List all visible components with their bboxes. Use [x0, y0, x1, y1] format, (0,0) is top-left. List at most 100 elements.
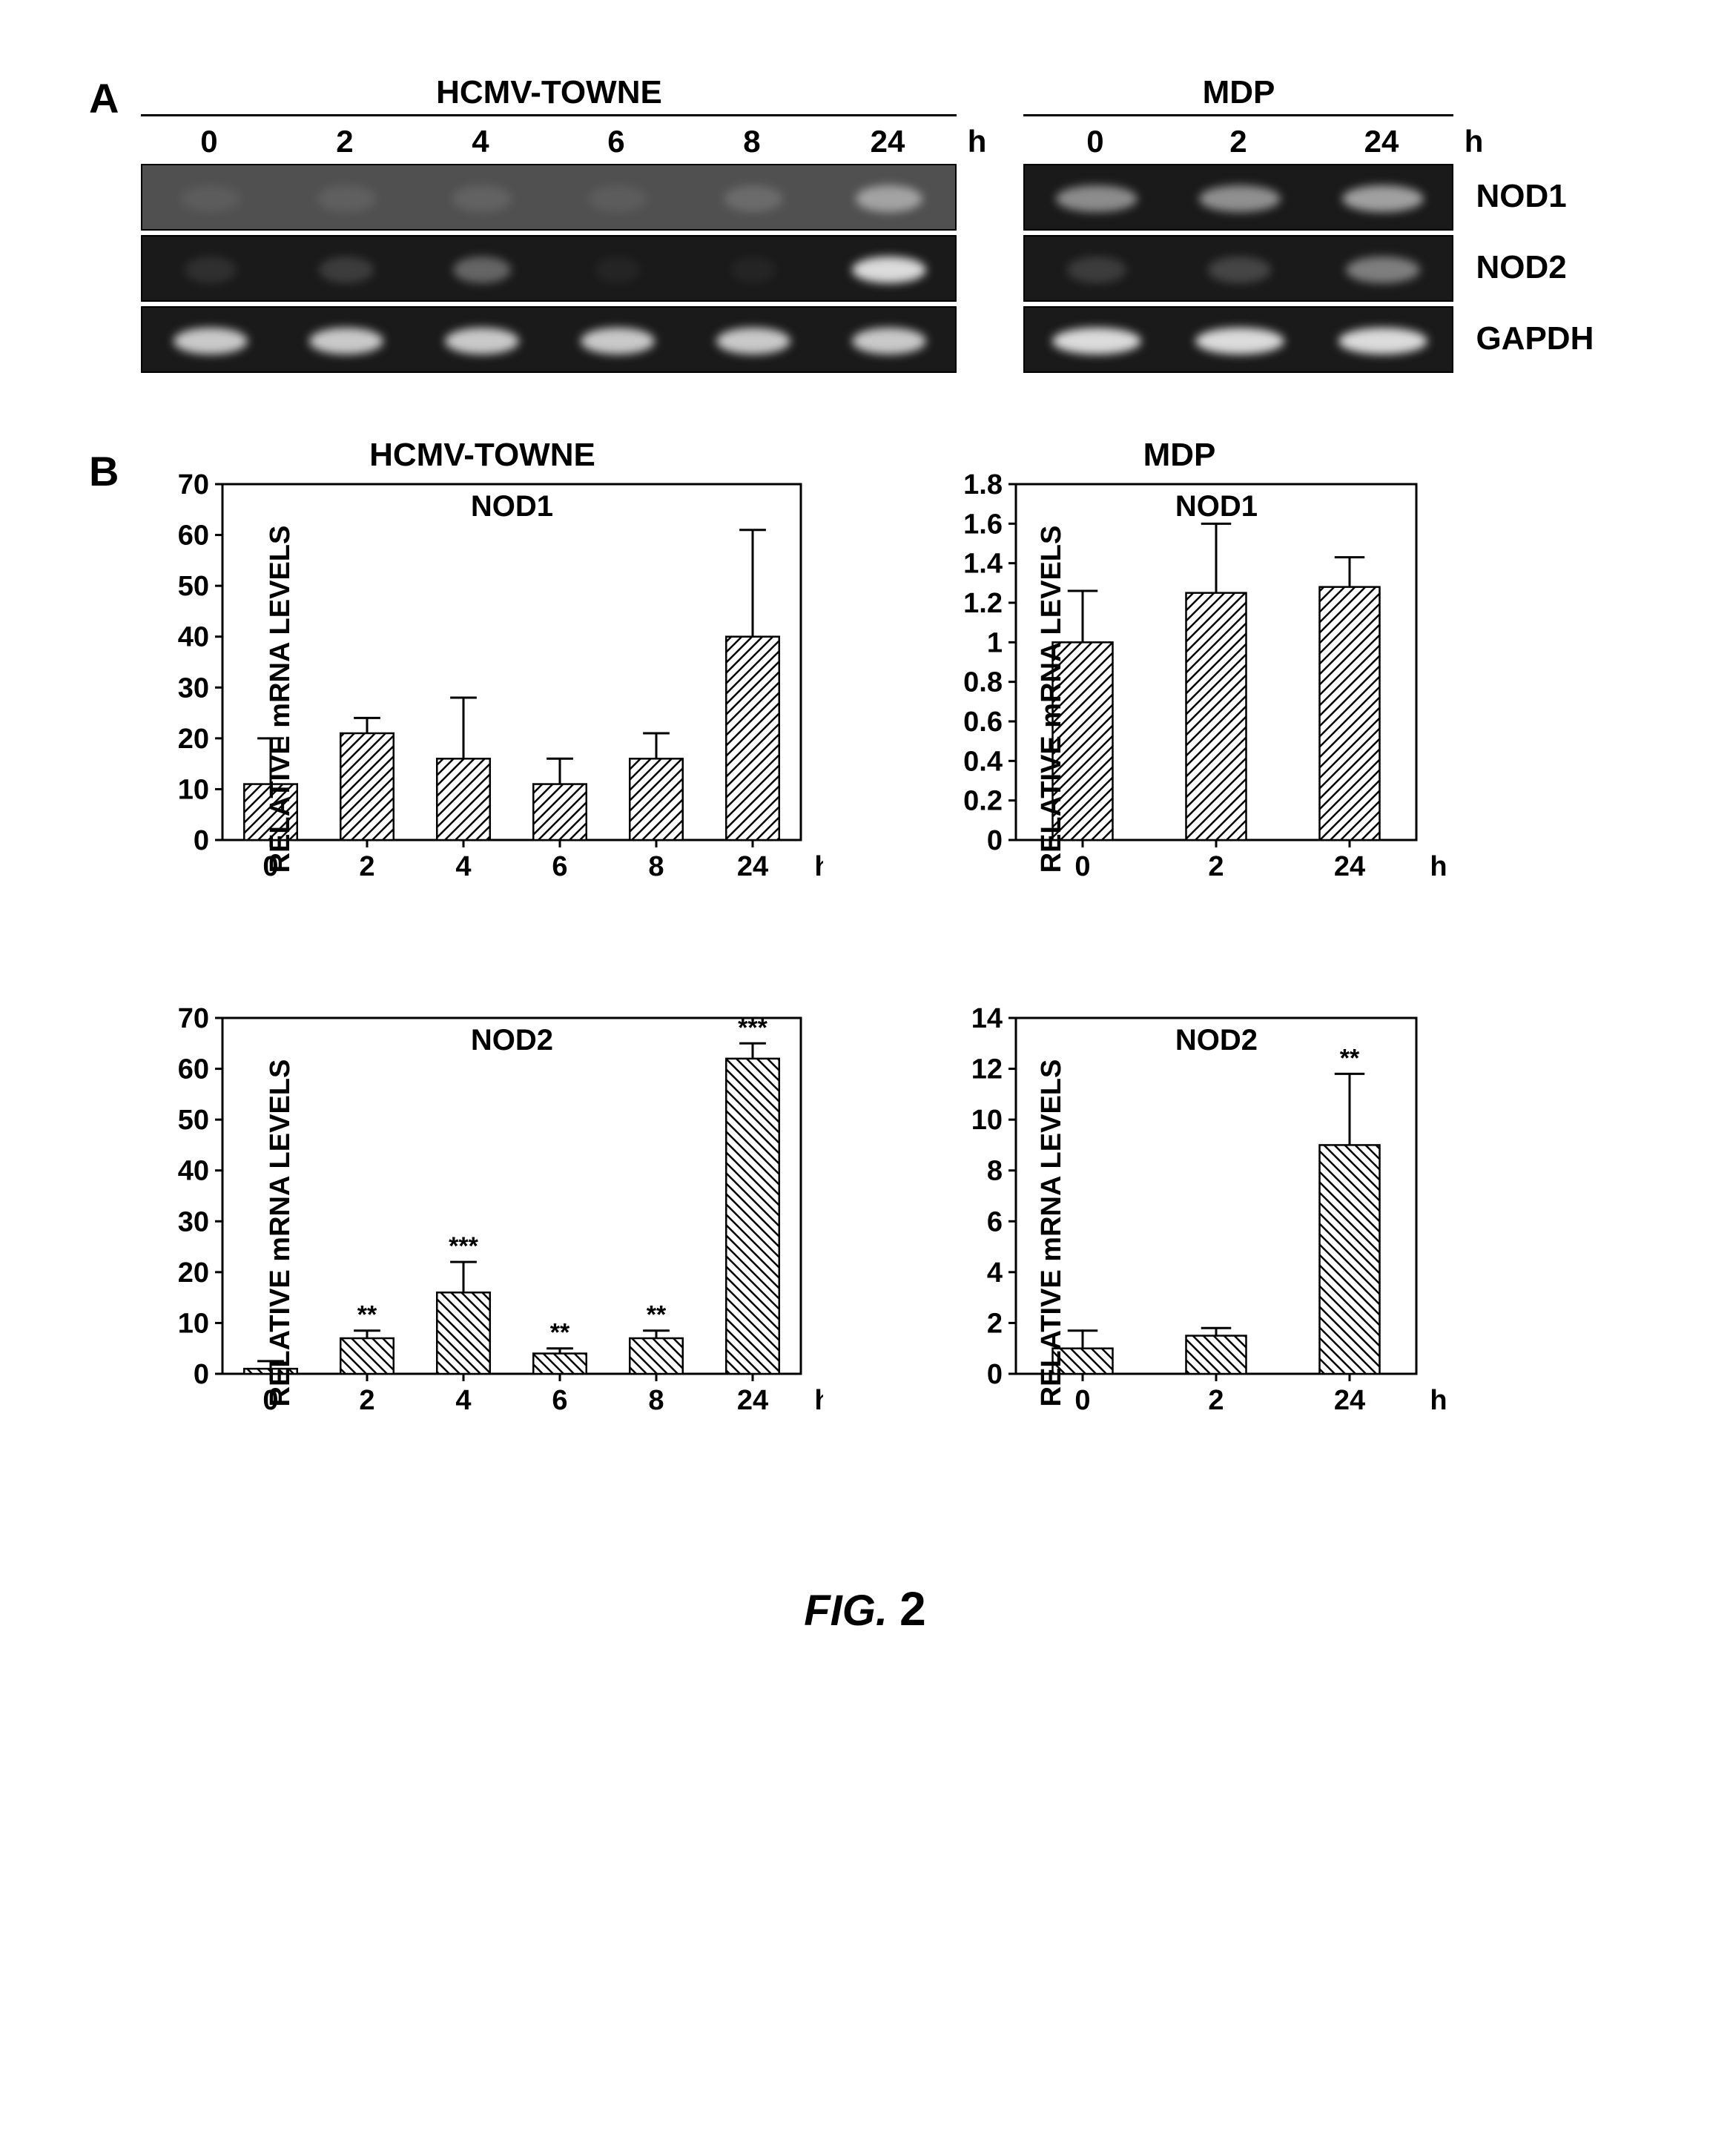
y-tick-label: 2 [987, 1308, 1003, 1339]
chart-svg: 00.20.40.60.811.21.41.61.80224h [912, 469, 1446, 929]
figure-caption-number: 2 [899, 1582, 926, 1636]
bar [1320, 1145, 1380, 1374]
y-tick-label: 0 [987, 825, 1003, 856]
y-tick-label: 70 [178, 1003, 209, 1034]
gel-band [185, 257, 237, 283]
gel-title: HCMV-TOWNE [436, 74, 662, 111]
gel-band [453, 257, 511, 283]
y-tick-label: 30 [178, 1206, 209, 1237]
gel-band [581, 328, 655, 354]
significance-label: ** [357, 1301, 377, 1329]
gel-time-label: 4 [412, 124, 548, 159]
bar [727, 637, 780, 840]
bar [534, 1354, 587, 1374]
figure-caption: FIG. 2 [89, 1581, 1641, 1636]
gel-band [181, 185, 240, 212]
bar [1186, 593, 1247, 840]
x-tick-label: 24 [1334, 851, 1365, 882]
chart-svg: 0102030405060700246824h [141, 469, 823, 929]
x-tick-label: 2 [360, 851, 375, 882]
gel-band [1338, 328, 1427, 354]
gel-band [1208, 257, 1271, 283]
gel-band [1052, 328, 1141, 354]
gel-row-label: NOD2 [1476, 249, 1566, 286]
gel-strip [141, 306, 957, 373]
bar [630, 758, 684, 840]
x-tick-label: 24 [737, 1385, 768, 1416]
gel-time-label: 24 [1310, 124, 1453, 159]
y-tick-label: 0 [987, 1359, 1003, 1390]
gel-title: MDP [1203, 74, 1275, 111]
significance-label: ** [550, 1319, 570, 1347]
gel-band [1067, 257, 1126, 283]
gel-band [588, 185, 647, 212]
chart-svg: 0246810121402**24h [912, 1003, 1446, 1463]
y-tick-label: 10 [178, 1308, 209, 1339]
gel-unit-label: h [1465, 124, 1484, 159]
figure-container: A HCMV-TOWNE0246824h MDP0224h NOD1NOD2GA… [89, 74, 1641, 1636]
x-unit-label: h [815, 851, 824, 882]
gel-time-label: 0 [1023, 124, 1166, 159]
bar [534, 784, 587, 840]
y-tick-label: 20 [178, 1257, 209, 1289]
gel-unit-label: h [968, 124, 987, 159]
bar [341, 733, 394, 840]
panel-a: A HCMV-TOWNE0246824h MDP0224h NOD1NOD2GA… [89, 74, 1641, 373]
gel-band [1056, 185, 1138, 212]
gel-block-mdp: MDP0224h [1023, 74, 1453, 373]
x-tick-label: 4 [456, 851, 472, 882]
bar [438, 1292, 491, 1374]
gel-strip [141, 164, 957, 231]
y-tick-label: 6 [987, 1206, 1003, 1237]
y-axis-label: RELATIVE mRNA LEVELS [1036, 526, 1068, 873]
gel-band [852, 328, 926, 354]
gel-time-label: 24 [819, 124, 955, 159]
x-tick-label: 8 [649, 851, 664, 882]
gel-band [595, 257, 640, 283]
gel-band [1342, 185, 1424, 212]
gel-time-label: 2 [1166, 124, 1310, 159]
y-tick-label: 40 [178, 1156, 209, 1187]
panel-b-label: B [89, 447, 119, 495]
gel-band [716, 328, 790, 354]
bar [341, 1338, 394, 1374]
gel-band [852, 257, 926, 283]
y-tick-label: 1.2 [964, 588, 1003, 619]
y-tick-label: 0 [194, 825, 209, 856]
x-tick-label: 24 [1334, 1385, 1365, 1416]
y-axis-label: RELATIVE mRNA LEVELS [265, 526, 297, 873]
gel-band [452, 185, 512, 212]
x-tick-label: 0 [1075, 851, 1091, 882]
y-tick-label: 1.4 [964, 549, 1003, 580]
y-tick-label: 1 [987, 627, 1003, 658]
chart-header: HCMV-TOWNE [369, 437, 595, 474]
gel-time-label: 6 [548, 124, 684, 159]
bar [1320, 587, 1380, 840]
x-tick-label: 2 [360, 1385, 375, 1416]
charts-grid: HCMV-TOWNERELATIVE mRNA LEVELSNOD1010203… [141, 432, 1446, 1537]
gel-band [731, 257, 776, 283]
chart-title: NOD1 [471, 490, 553, 523]
y-tick-label: 12 [971, 1054, 1003, 1085]
gel-band [445, 328, 519, 354]
chart-svg: 0102030405060700**2***4**6**8***24h [141, 1003, 823, 1463]
x-tick-label: 0 [1075, 1385, 1091, 1416]
gel-band [724, 185, 783, 212]
gel-time-label: 0 [141, 124, 277, 159]
gel-band [1195, 328, 1284, 354]
significance-label: ** [1340, 1044, 1360, 1072]
significance-label: *** [449, 1232, 479, 1260]
y-tick-label: 0.6 [964, 707, 1003, 738]
chart-hcmv-nod2: RELATIVE mRNA LEVELSNOD20102030405060700… [141, 1003, 823, 1463]
gel-time-label: 2 [277, 124, 412, 159]
gel-strip [1023, 306, 1453, 373]
chart-mdp-nod2: RELATIVE mRNA LEVELSNOD20246810121402**2… [912, 1003, 1446, 1463]
y-tick-label: 30 [178, 672, 209, 704]
y-tick-label: 0.8 [964, 667, 1003, 698]
chart-title: NOD1 [1175, 490, 1258, 523]
gel-band [174, 328, 248, 354]
x-tick-label: 4 [456, 1385, 472, 1416]
gel-strip [1023, 235, 1453, 302]
y-tick-label: 4 [987, 1257, 1003, 1289]
y-tick-label: 60 [178, 520, 209, 552]
